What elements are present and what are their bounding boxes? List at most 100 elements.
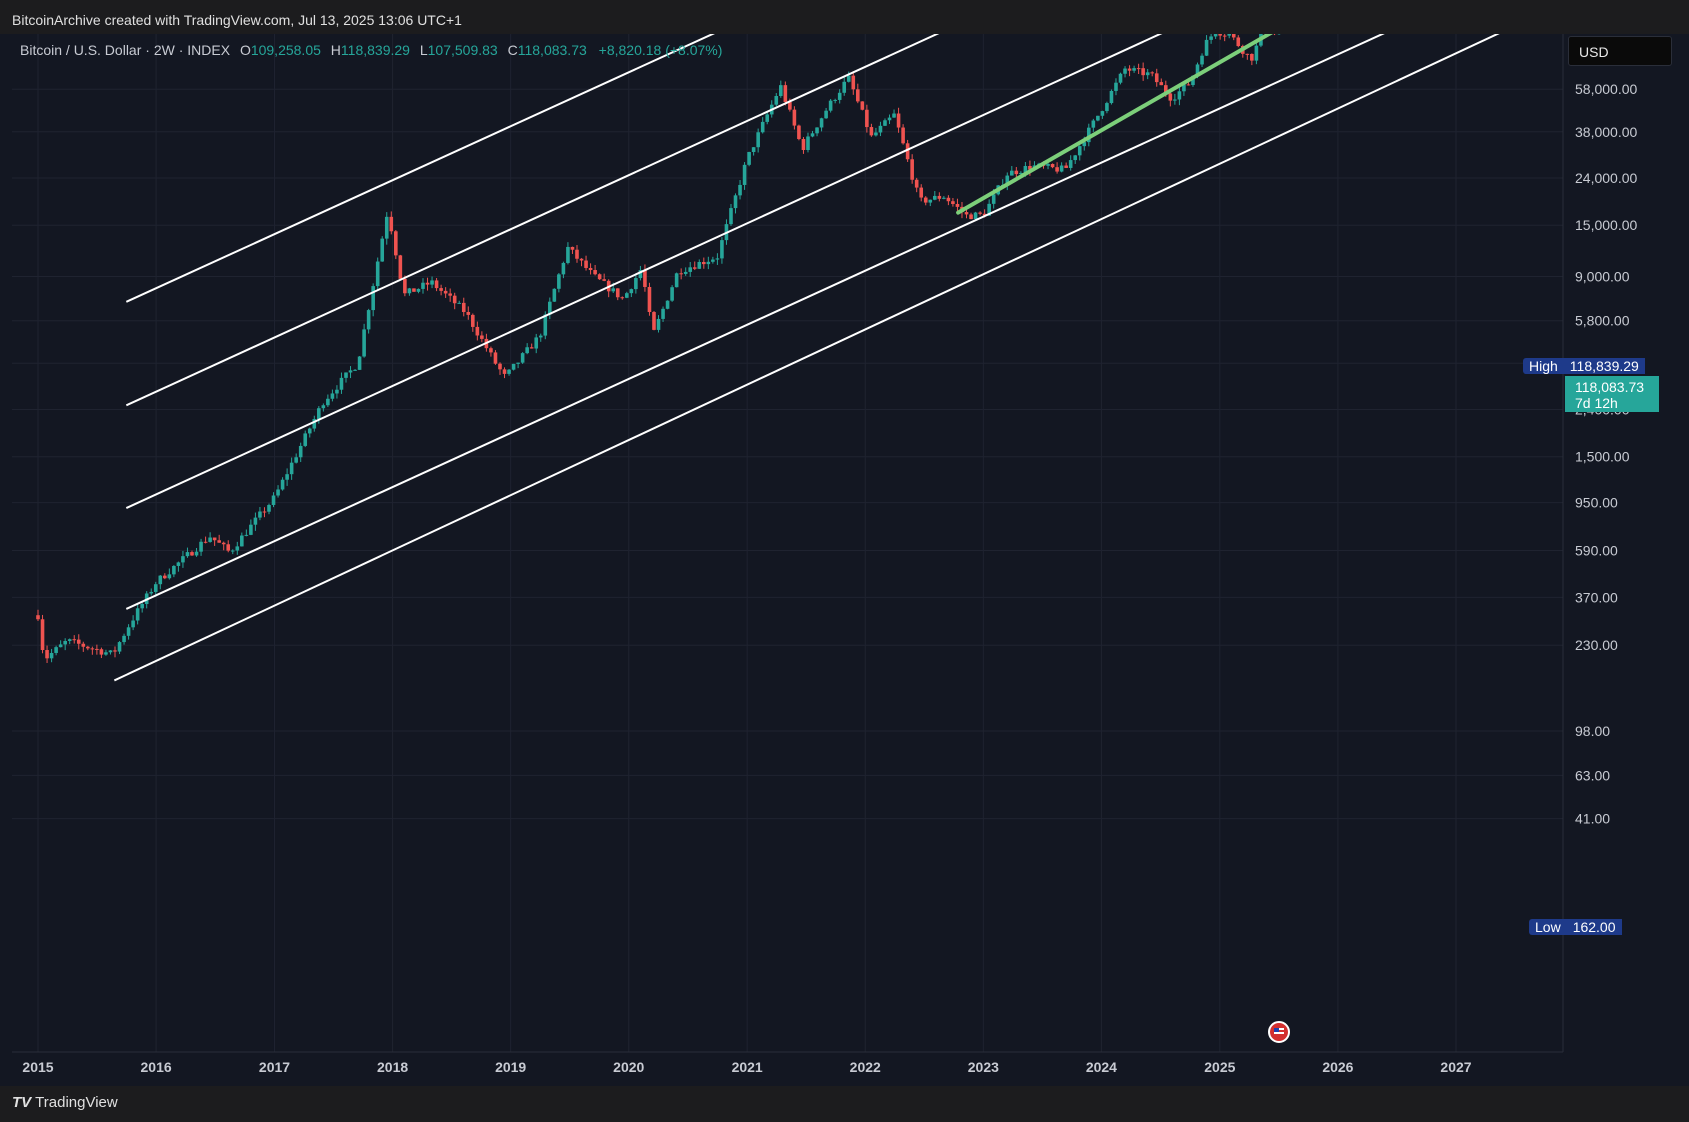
candle-body [403,278,407,294]
last-price-tag: 118,083.73 7d 12h [1565,376,1659,412]
candle-body [54,647,58,653]
candle-body [856,89,860,102]
candle-body [602,279,606,281]
candle-body [910,159,914,180]
candle-body [702,261,706,265]
candle-body [760,121,765,133]
candle-body [969,214,973,220]
candle-body [339,377,344,390]
candle-body [63,640,67,645]
candle-body [366,310,371,330]
candle-body [774,96,779,105]
tradingview-logo[interactable]: TV TradingView [12,1094,118,1111]
candle-body [172,565,176,575]
currency-button[interactable]: USD [1568,36,1672,66]
candle-body [851,75,856,90]
candle-body [1154,73,1159,83]
price-chart[interactable]: 3,600,000.002,200,000.001,400,000.00900,… [0,34,1689,1086]
candle-body [131,620,135,628]
candle-body [806,136,810,151]
candle-body [348,370,353,373]
candle-body [457,302,462,304]
candle-body [1010,170,1014,176]
candle-body [480,335,484,339]
footer-bar: TV TradingView [0,1086,1689,1122]
candle-body [711,259,715,262]
channel-line[interactable] [125,34,1544,509]
candle-body [634,278,638,290]
candle-body [914,179,919,188]
candle-body [163,575,167,579]
candle-body [933,195,937,200]
candle-body [824,110,828,119]
candle-body [946,197,951,202]
x-tick-label: 2019 [495,1059,526,1075]
candle-body [516,362,520,364]
candle-body [398,255,403,279]
candle-body [394,231,398,256]
candle-body [788,101,792,110]
channel-lines [113,34,1544,682]
high-tag-value: 118,839.29 [1563,358,1645,374]
candle-body [538,335,543,338]
candle-body [430,280,434,285]
candle-body [688,267,693,272]
us-flag-event-icon[interactable] [1268,1021,1290,1043]
candle-body [443,290,448,294]
candle-body [344,372,348,378]
channel-line[interactable] [113,34,1544,682]
candle-body [507,369,511,374]
time-axis[interactable]: 2015 2016 2017 2018 2019 2020 2021 2022 2023 2024… [22,1059,1471,1075]
candle-body [1195,64,1200,76]
candle-body [625,293,629,298]
low-label: L [419,42,428,58]
candle-body [973,212,978,220]
candle-body [303,433,308,446]
candle-body [335,389,339,394]
low-price-tag: Low 162.00 [1529,917,1622,937]
x-tick-label: 2023 [968,1059,999,1075]
candle-body [575,249,579,259]
channel-line[interactable] [125,34,1544,407]
low-value: 107,509.83 [427,42,498,58]
candle-body [375,261,380,287]
candle-body [40,619,45,651]
green-trend-line[interactable] [956,34,1303,215]
candle-body [620,297,625,299]
candle-body [756,132,760,148]
symbol-legend: Bitcoin / U.S. Dollar · 2W · INDEX O109,… [20,42,722,58]
candle-body [235,546,240,551]
candle-body [104,652,108,655]
candle-body [1087,127,1091,143]
price-axis[interactable]: 3,600,000.002,200,000.001,400,000.00900,… [1575,34,1657,827]
candle-body [1055,167,1059,172]
candle-body [117,642,122,652]
candle-body [1046,164,1050,166]
candle-body [896,113,901,128]
candle-body [1028,166,1032,170]
candle-body [72,639,77,641]
candle-body [1245,53,1250,55]
candle-body [439,288,443,291]
candle-body [95,648,99,650]
candle-body [729,208,733,225]
candle-body [45,650,49,659]
open-label: O [239,42,251,58]
candle-body [765,114,770,122]
candle-body [733,195,738,209]
x-tick-label: 2017 [259,1059,290,1075]
candle-body [194,551,199,556]
candle-body [502,369,507,374]
channel-line[interactable] [125,34,1544,303]
candle-body [869,127,874,136]
candle-body [362,329,366,357]
candle-body [244,534,249,536]
chart-background [0,34,1689,1086]
candle-body [1250,53,1254,61]
candle-body [90,648,95,650]
candle-body [58,644,63,648]
candle-body [1023,166,1028,173]
channel-line[interactable] [125,34,1544,610]
candle-body [1231,34,1236,38]
y-tick-label: 950.00 [1575,495,1618,511]
